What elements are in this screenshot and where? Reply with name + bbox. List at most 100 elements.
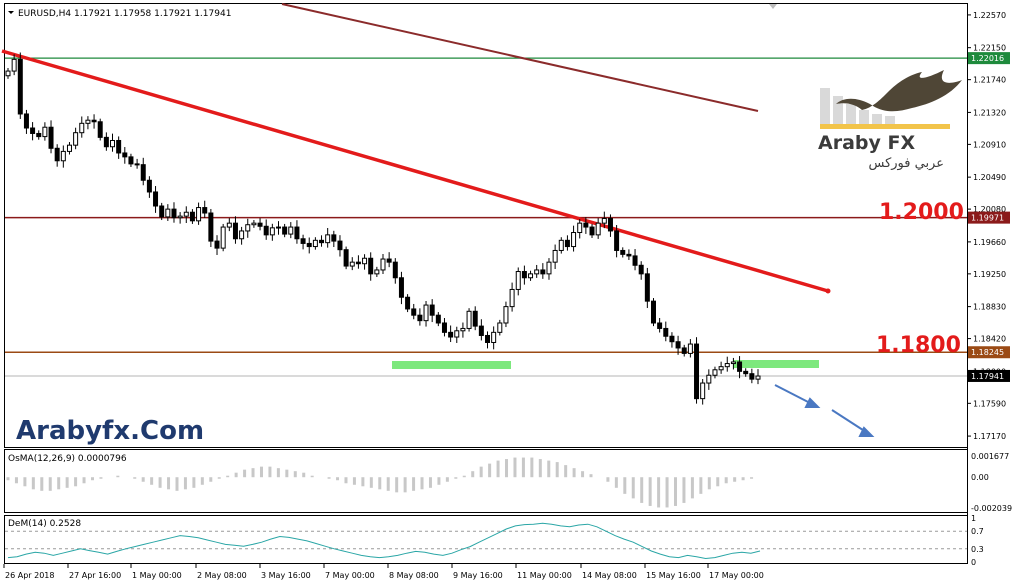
candle-bear [30,127,36,134]
candle-bull [534,269,540,275]
price-tick-label: 1.19660 [973,238,1006,247]
candle-bull [380,258,386,271]
candle-bear [392,261,398,279]
candle-bear [607,217,613,232]
time-tick-label: 3 May 16:00 [261,571,311,580]
trendline-handle[interactable] [825,288,831,294]
candle-bear [405,296,411,310]
candle-bull [349,261,355,267]
candle-bull [251,222,257,226]
projection-arrow-1 [774,384,813,405]
projection-arrow-2 [831,409,867,433]
candle-bull [509,288,515,308]
time-tick-label: 15 May 16:00 [646,571,701,580]
candle-bull [226,222,232,228]
price-tick-label: 1.22570 [973,11,1006,20]
price-tick-label: 1.19250 [973,270,1006,279]
candle-bear [435,314,441,324]
candle-bear [737,361,743,372]
price-tick-label: 1.22150 [973,44,1006,53]
price-tag-resistance: 1.19971 [971,214,1004,223]
candle-bear [116,139,122,154]
price-axis[interactable]: 1.22570 1.22150 1.21740 1.21320 1.20910 1.204… [967,11,1006,441]
candle-bear [23,113,29,129]
symbol-header: EURUSD,H4 1.17921 1.17958 1.17921 1.1794… [18,9,231,19]
candle-bear [448,331,454,338]
support-zone-right[interactable] [733,360,819,368]
candle-bear [583,222,589,228]
candle-bear [122,152,128,158]
candle-bear [153,191,159,207]
descending-trendline[interactable] [1,49,829,293]
candle-bull [595,222,601,236]
candle-bear [638,264,644,275]
osma-tick-label: 0.001677 [971,452,1009,461]
candle-bull [312,239,318,248]
candle-bear [17,58,23,115]
logo-arabic-text: عربي فوركس [869,156,945,171]
candle-bear [632,255,638,266]
candle-bull [288,226,294,235]
candle-bull [571,232,577,248]
candle-bull [79,122,85,134]
candle-bear [386,258,392,263]
dem-tick-label: 0 [971,558,976,567]
symbol-dropdown-icon[interactable] [8,11,14,14]
candle-bear [294,226,300,240]
osma-tick-label: -0.002039 [971,504,1012,513]
candle-bull [755,375,761,380]
dem-line [7,522,761,560]
candle-bear [48,126,54,149]
candle-bear [331,234,337,242]
candle-bull [11,58,17,72]
candlesticks [5,52,761,405]
candle-bull [724,363,730,368]
chart-shift-marker-icon[interactable] [769,4,777,9]
logo-text: Araby FX [818,132,915,154]
candle-bull [552,249,558,263]
time-tick-label: 7 May 00:00 [325,571,375,580]
candle-bear [663,327,669,337]
candle-bear [140,164,146,181]
candle-bear [343,249,349,267]
projection-arrows [774,384,875,437]
dem-title: DeM(14) 0.2528 [8,519,81,529]
price-tick-label: 1.17590 [973,399,1006,408]
candle-bear [650,300,656,324]
candle-bull [245,224,251,232]
candle-bear [146,179,152,193]
price-tick-label: 1.20910 [973,140,1006,149]
support-zone-left[interactable] [392,361,511,369]
candle-bull [515,271,521,290]
candle-bear [337,240,343,251]
candle-bull [460,327,466,332]
candle-bear [91,119,97,123]
araby-fx-logo: Araby FX عربي فوركس [818,70,962,171]
candle-bear [644,273,650,302]
candle-bear [355,261,361,265]
candle-bear [472,310,478,327]
candle-bear [257,222,263,227]
candle-bear [614,230,620,251]
candle-bear [441,322,447,333]
candle-bull [275,226,281,229]
candle-bull [183,211,189,217]
time-axis[interactable]: 26 Apr 2018 27 Apr 16:00 1 May 00:00 2 May … [3,564,764,580]
candle-bull [718,366,724,371]
candle-bear [282,226,288,235]
candle-bull [577,222,583,234]
candle-bull [423,304,429,322]
price-tag-bg-resistance [968,211,1010,224]
candle-bear [675,341,681,349]
candle-bull [503,306,509,324]
time-tick-label: 2 May 08:00 [197,571,247,580]
candle-bear [54,147,60,162]
candle-bull [706,374,712,384]
dem-tick-label: 1 [971,514,976,523]
candle-bear [417,314,423,322]
price-tags: 1.22016 1.19971 1.18245 1.17941 [968,52,1010,382]
price-tick-label: 1.20080 [973,205,1006,214]
candle-bear [208,212,214,242]
eagle-icon [836,70,962,112]
price-tag-current: 1.17941 [971,372,1004,381]
